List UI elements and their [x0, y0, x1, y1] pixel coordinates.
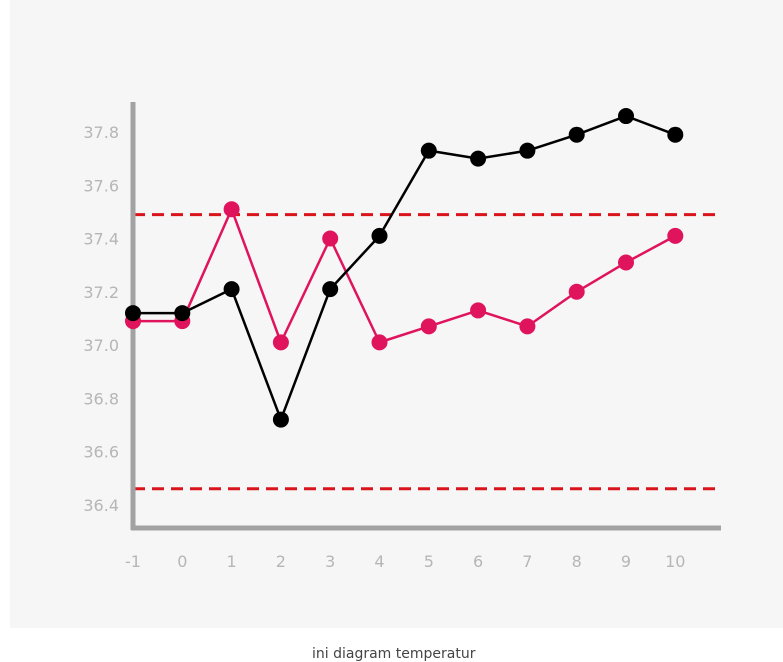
series-1-point [519, 142, 536, 159]
series-2-point [568, 283, 585, 300]
x-tick-label: 0 [177, 552, 187, 571]
chart-axes [130, 102, 721, 531]
x-tick-label: 10 [665, 552, 685, 571]
x-tick-label: 6 [473, 552, 483, 571]
chart-caption: ini diagram temperatur [312, 646, 476, 662]
series-1-point [618, 108, 634, 125]
series-2-point [322, 230, 339, 247]
y-tick-label: 37.8 [83, 123, 119, 142]
y-tick-label: 36.8 [83, 389, 119, 408]
series-1-point [667, 126, 684, 143]
series-1-point [470, 150, 487, 167]
series-1-point [568, 126, 585, 143]
series-2-line [133, 207, 676, 344]
x-tick-label: 3 [325, 552, 335, 571]
bottom-strip [0, 628, 783, 654]
series-2-point [272, 334, 289, 351]
series-1-point [420, 142, 437, 159]
series-2-point [223, 201, 240, 218]
x-tick-label: 1 [227, 552, 237, 571]
y-tick-label: 36.6 [83, 443, 119, 462]
series-1-point [322, 281, 339, 298]
series-1-point [125, 305, 141, 322]
y-tick-labels: 37.8 37.6 37.4 37.2 37.0 36.8 36.6 36.4 [83, 123, 119, 515]
x-tick-labels: -1 0 1 2 3 4 5 6 7 8 9 10 [125, 552, 685, 571]
y-tick-label: 37.4 [83, 230, 119, 249]
x-tick-label: 8 [572, 552, 582, 571]
y-tick-label: 37.6 [83, 176, 119, 195]
x-tick-label: 9 [621, 552, 631, 571]
series-1-point [371, 227, 388, 244]
series-layer [125, 108, 684, 428]
x-tick-label: 5 [424, 552, 434, 571]
x-tick-label: 2 [276, 552, 286, 571]
series-2-point [618, 254, 634, 271]
series-1-point [272, 411, 289, 428]
series-2-point [420, 318, 437, 335]
x-tick-label: 4 [374, 552, 384, 571]
y-tick-label: 36.4 [83, 496, 119, 515]
x-tick-label: -1 [125, 552, 141, 571]
series-1-point [223, 281, 240, 298]
series-1-point [174, 305, 191, 322]
series-2-point [667, 227, 684, 244]
series-2-point [371, 334, 388, 351]
series-2-point [519, 318, 536, 335]
x-tick-label: 7 [522, 552, 532, 571]
y-tick-label: 37.2 [83, 283, 119, 302]
series-2-point [470, 302, 487, 319]
series-1-line [133, 114, 676, 421]
y-tick-label: 37.0 [83, 336, 119, 355]
